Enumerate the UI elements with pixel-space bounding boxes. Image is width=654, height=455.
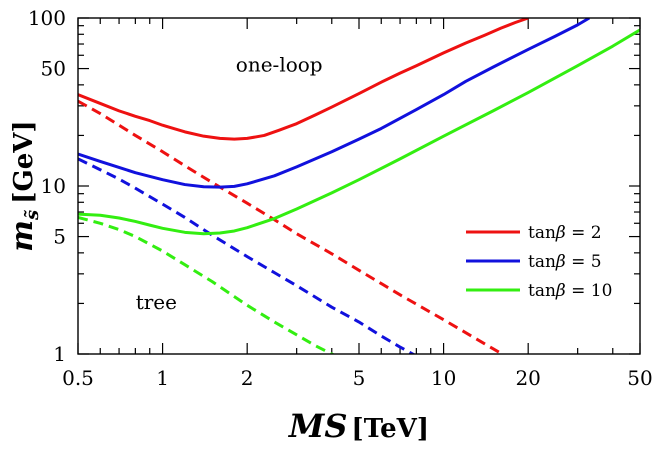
- x-tick-label: 2: [241, 366, 254, 390]
- annotation-one-loop: one-loop: [236, 53, 323, 77]
- y-axis-label: ms̃ [GeV]: [5, 120, 43, 251]
- y-axis-label-symbol: m: [5, 220, 40, 252]
- series-line-3-tree: [78, 157, 416, 354]
- y-tick-label: 100: [28, 6, 66, 30]
- y-tick-label: 50: [41, 57, 66, 81]
- x-tick-label: 5: [353, 366, 366, 390]
- series-line-4-one-loop: [78, 28, 640, 236]
- legend: tanβ = 2 tanβ = 5 tanβ = 10: [466, 223, 612, 301]
- plot-frame: [77, 17, 641, 355]
- y-tick-label: 1: [53, 342, 66, 366]
- series-line-5-tree: [78, 215, 335, 354]
- series-line-2-one-loop: [78, 18, 591, 189]
- legend-label: tanβ = 2: [528, 223, 602, 243]
- series-line-1-tree: [78, 99, 506, 354]
- x-tick-label: 0.5: [62, 366, 94, 390]
- y-axis-label-group: ms̃ [GeV]: [5, 120, 43, 251]
- x-tick-label: 1: [156, 366, 169, 390]
- legend-label: tanβ = 10: [528, 281, 612, 301]
- y-tick-label: 10: [41, 174, 66, 198]
- y-axis-label-unit: [GeV]: [9, 120, 39, 204]
- y-axis-label-subscript: s̃: [22, 210, 43, 221]
- x-axis-label-unit: [TeV]: [351, 414, 429, 444]
- x-tick-label: 20: [515, 366, 540, 390]
- x-tick-label: 10: [431, 366, 456, 390]
- x-axis-label: MS [TeV]: [288, 407, 429, 445]
- series-line-0-one-loop: [78, 18, 529, 141]
- legend-label: tanβ = 5: [528, 252, 602, 272]
- x-tick-label: 50: [627, 366, 652, 390]
- y-tick-label: 5: [53, 225, 66, 249]
- series-group: [78, 18, 640, 354]
- x-axis-label-symbol: MS: [288, 407, 348, 445]
- annotation-tree: tree: [136, 290, 177, 314]
